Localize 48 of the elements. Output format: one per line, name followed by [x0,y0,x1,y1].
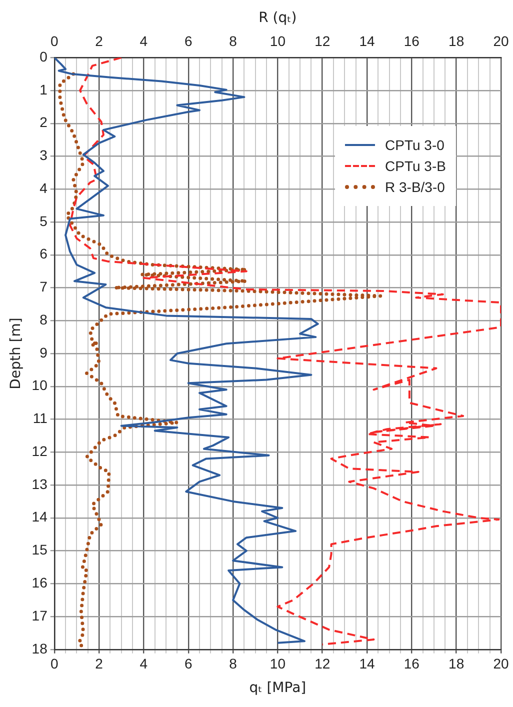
x2-tick-label: 16 [404,33,420,50]
y-tick-label: 13 [32,476,48,492]
y-tick-label: 0 [40,48,48,64]
y-axis-title: Depth [m] [8,318,24,390]
y-tick-label: 11 [32,410,48,426]
y-tick-label: 15 [32,542,48,558]
x-tick-label: 16 [404,656,420,672]
y-tick-label: 8 [40,311,48,328]
y-tick-label: 16 [32,574,48,591]
x2-tick-label: 10 [270,33,286,50]
x2-tick-label: 6 [184,33,192,50]
y-tick-label: 14 [32,508,48,525]
x-tick-label: 10 [270,656,286,672]
y-tick-label: 3 [40,147,48,164]
x2-tick-label: 20 [493,33,509,50]
y-tick-label: 2 [40,114,48,130]
x-axis-title: qₜ [MPa] [249,680,306,696]
y-tick-label: 18 [32,640,48,656]
x-tick-label: 20 [493,656,509,672]
x-tick-label: 2 [95,656,104,672]
y-tick-label: 4 [40,180,48,196]
x-tick-label: 14 [359,656,376,672]
y-tick-label: 1 [40,81,48,98]
y-tick-label: 17 [32,607,48,624]
y-tick-label: 6 [40,246,48,262]
legend-label: CPTu 3-0 [385,136,444,153]
x2-tick-label: 8 [229,33,238,50]
line-series [69,58,501,646]
x-tick-label: 8 [229,656,238,672]
x2-axis-title: R (qₜ) [258,10,297,26]
y-tick-label: 10 [32,377,48,394]
x-tick-label: 0 [50,656,58,672]
y-tick-label: 5 [40,212,48,229]
x2-tick-label: 0 [50,33,58,50]
y-tick-label: 12 [32,442,48,459]
x2-tick-label: 4 [140,33,148,50]
x2-tick-label: 2 [95,33,104,50]
y-tick-label: 7 [40,278,48,295]
x-tick-label: 4 [140,656,148,672]
x-tick-label: 6 [184,656,192,672]
legend-label: R 3-B/3-0 [385,178,445,195]
legend-label: CPTu 3-B [385,158,446,174]
y-tick-label: 9 [40,344,48,360]
x2-tick-label: 18 [448,33,464,50]
x-tick-label: 18 [448,656,464,672]
x2-tick-label: 14 [359,33,376,50]
x-tick-label: 12 [314,656,330,672]
x2-tick-label: 12 [314,33,330,50]
